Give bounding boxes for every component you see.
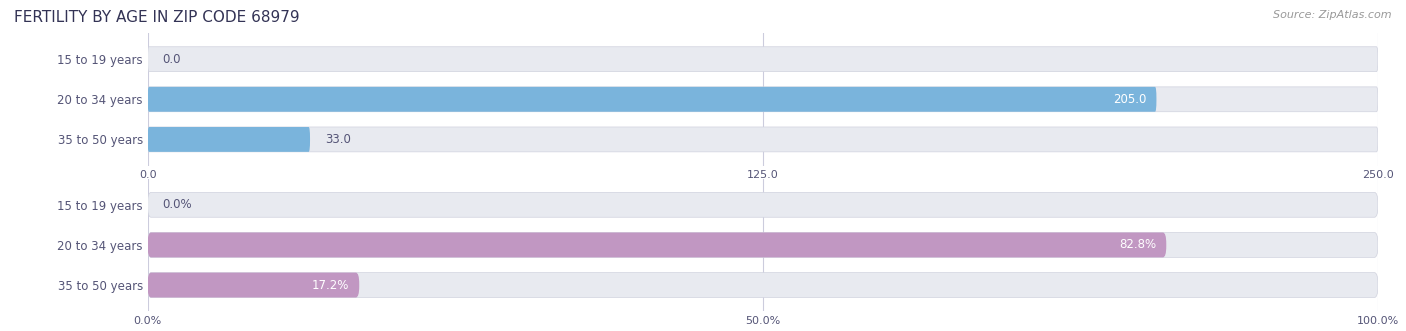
- FancyBboxPatch shape: [148, 87, 1378, 112]
- Text: FERTILITY BY AGE IN ZIP CODE 68979: FERTILITY BY AGE IN ZIP CODE 68979: [14, 10, 299, 25]
- FancyBboxPatch shape: [148, 273, 360, 298]
- FancyBboxPatch shape: [148, 127, 1378, 152]
- Text: 0.0%: 0.0%: [163, 198, 193, 211]
- FancyBboxPatch shape: [148, 273, 1378, 298]
- FancyBboxPatch shape: [148, 127, 311, 152]
- FancyBboxPatch shape: [148, 232, 1378, 258]
- FancyBboxPatch shape: [148, 87, 1156, 112]
- FancyBboxPatch shape: [148, 47, 1378, 71]
- FancyBboxPatch shape: [148, 232, 1167, 258]
- Text: 82.8%: 82.8%: [1119, 238, 1156, 252]
- Text: 33.0: 33.0: [325, 133, 350, 146]
- Text: 0.0: 0.0: [163, 53, 181, 66]
- Text: 17.2%: 17.2%: [312, 279, 349, 292]
- FancyBboxPatch shape: [148, 192, 1378, 217]
- Text: 205.0: 205.0: [1114, 93, 1147, 106]
- Text: Source: ZipAtlas.com: Source: ZipAtlas.com: [1274, 10, 1392, 20]
